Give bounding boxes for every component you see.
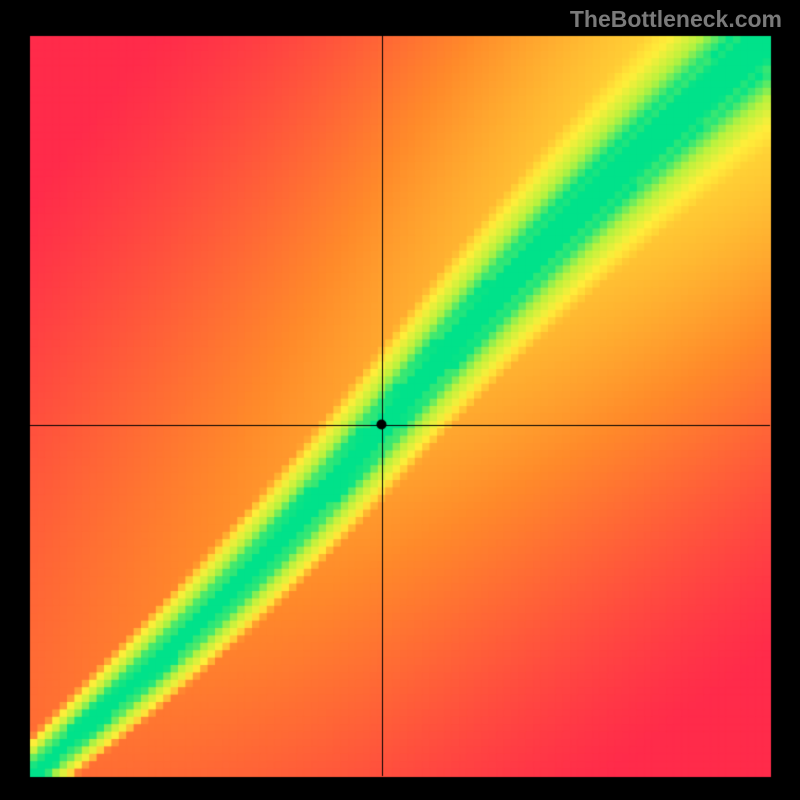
watermark-text: TheBottleneck.com (570, 6, 782, 33)
heatmap-canvas (0, 0, 800, 800)
chart-container: TheBottleneck.com (0, 0, 800, 800)
